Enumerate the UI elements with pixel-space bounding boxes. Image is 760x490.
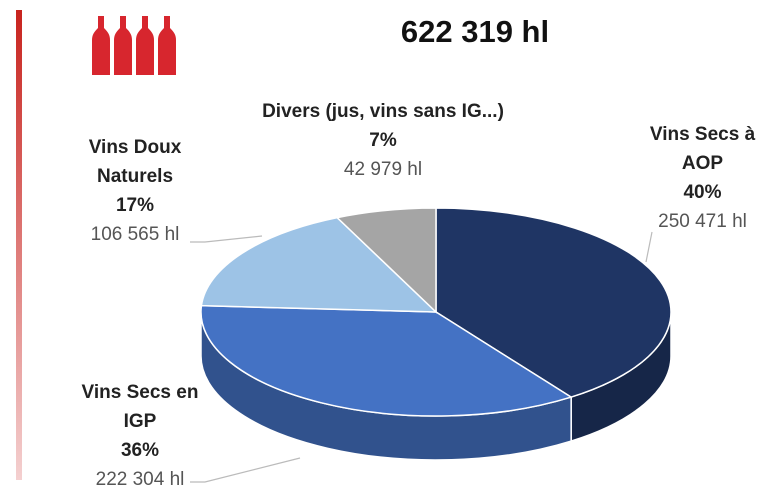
side-bar (16, 10, 22, 480)
percentage-label: 40% (683, 182, 722, 203)
pie-tops (200, 207, 672, 417)
slice-label: Divers (jus, vins sans IG...) 7% 42 979 … (218, 97, 548, 184)
value-label: 42 979 hl (343, 159, 423, 180)
slice (200, 216, 438, 313)
category-label: Vins Secs en IGP (81, 382, 199, 432)
percentage-label: 7% (369, 130, 397, 151)
category-label: Divers (jus, vins sans IG...) (262, 101, 504, 122)
slice-label: Vins Secs en IGP 36% 222 304 hl (70, 378, 210, 490)
leader-lines (190, 231, 653, 483)
slice (435, 207, 672, 398)
bottles-icon (92, 16, 176, 75)
value-label: 250 471 hl (658, 211, 747, 232)
slice-label: Vins Secs à AOP 40% 250 471 hl (640, 120, 760, 236)
value-label: 106 565 hl (90, 224, 180, 245)
category-label: Vins Doux Naturels (88, 137, 182, 187)
percentage-label: 17% (115, 195, 155, 216)
chart-title: 622 319 hl (400, 14, 550, 49)
slice-label: Vins Doux Naturels 17% 106 565 hl (70, 133, 200, 249)
category-label: Vins Secs à AOP (649, 124, 756, 174)
percentage-label: 36% (120, 440, 160, 461)
slice (200, 304, 573, 417)
value-label: 222 304 hl (95, 469, 185, 490)
slice (335, 207, 437, 314)
